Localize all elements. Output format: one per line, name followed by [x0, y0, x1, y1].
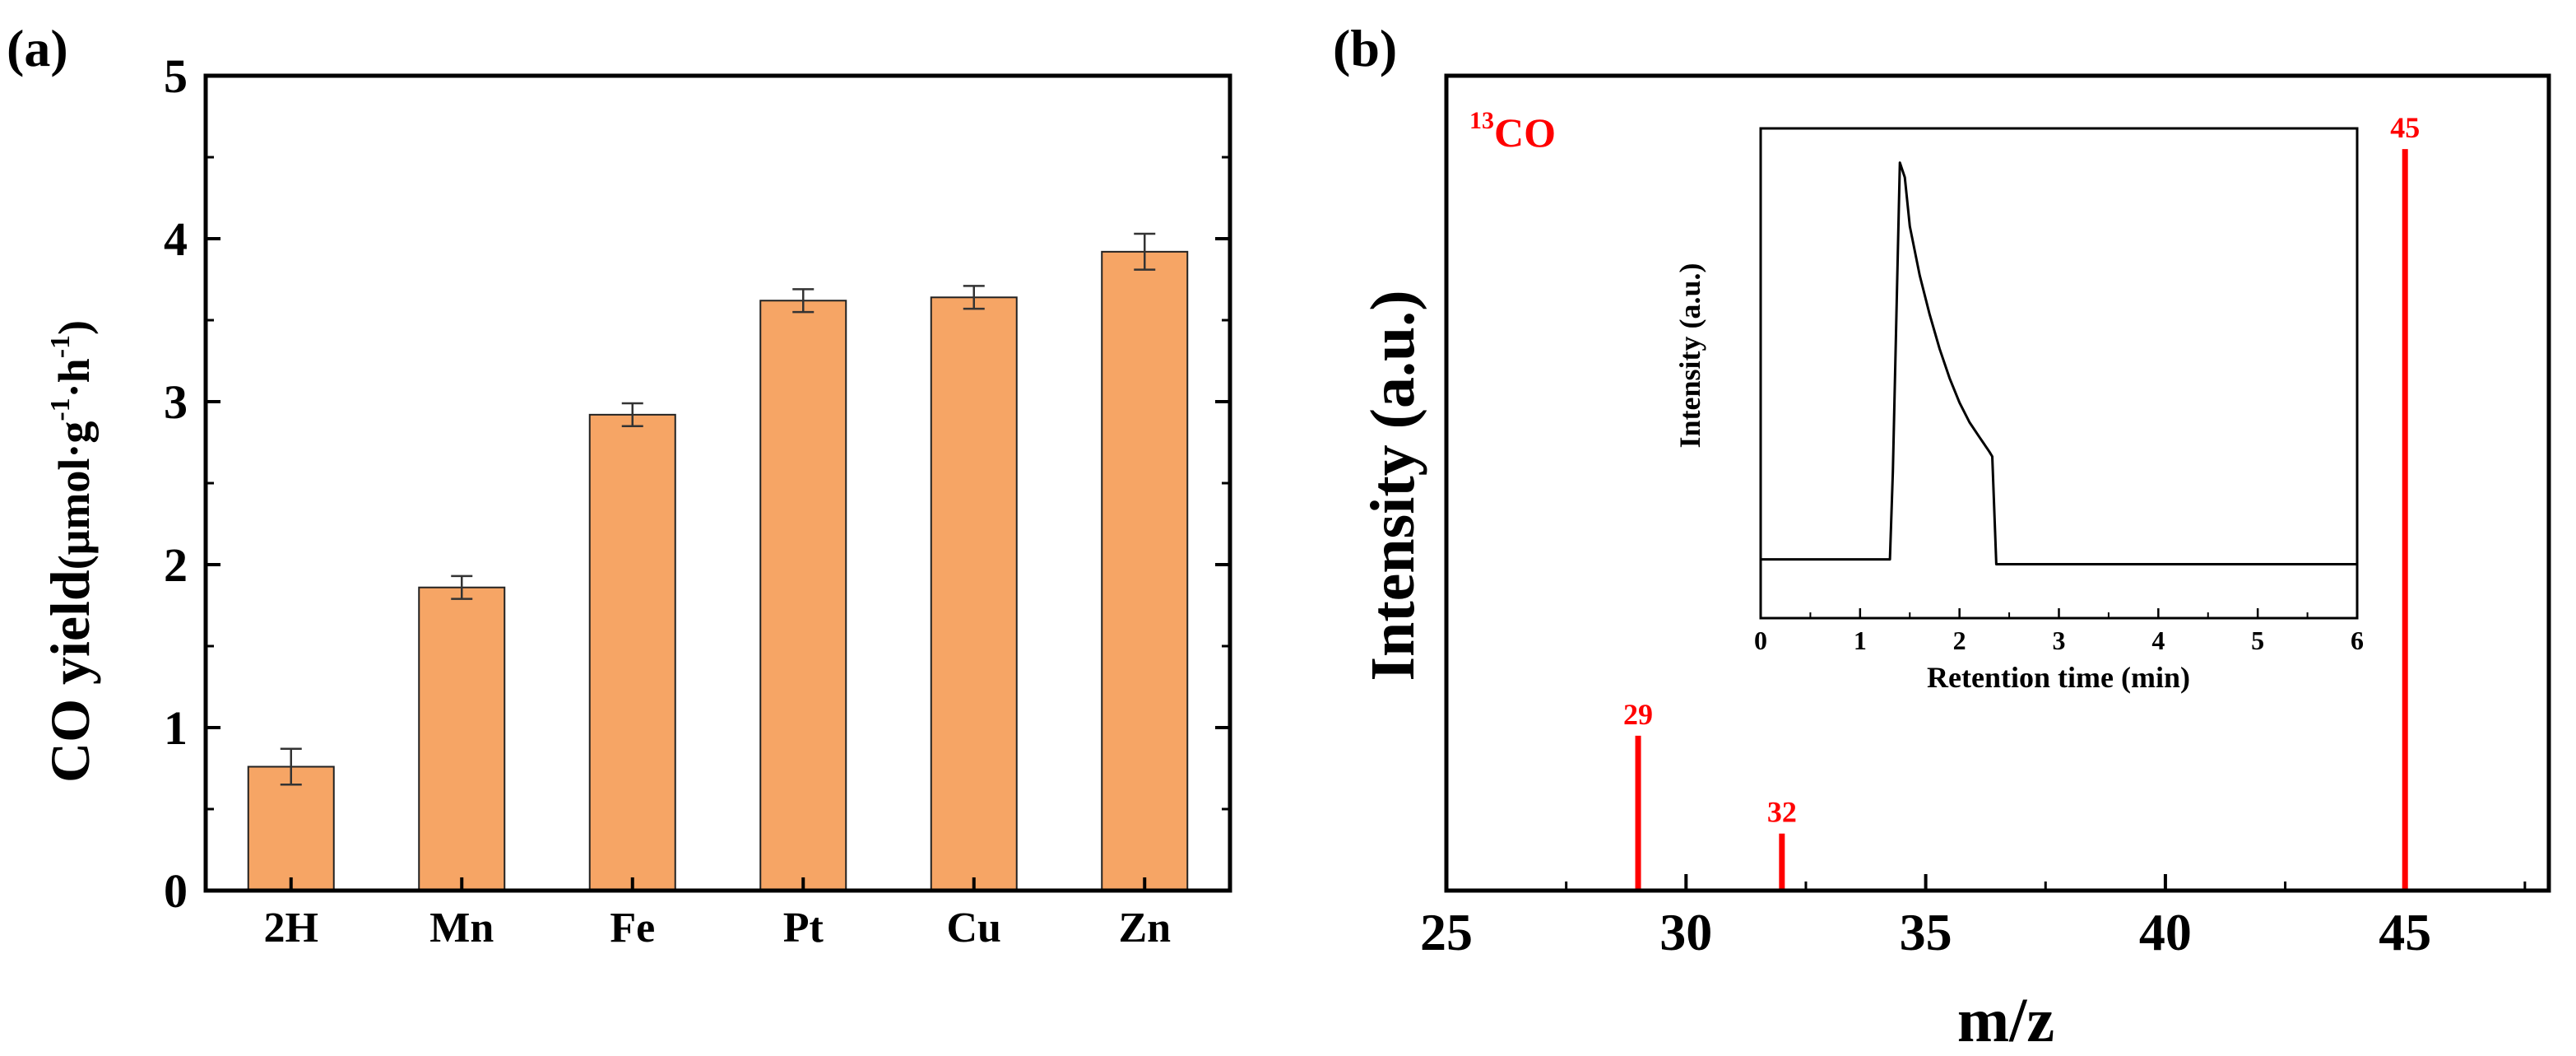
bar-Zn [1101, 250, 1189, 891]
inset-chart: Intensity (a.u.) Retention time (min) 0 1… [1673, 127, 2364, 694]
annotation-text: CO [1494, 109, 1556, 156]
bar-Fe [588, 413, 676, 891]
inset-x-tick-label: 3 [2053, 626, 2066, 655]
panel-b-frame [1444, 73, 2551, 893]
bar-Mn [418, 586, 506, 891]
y-tick-label: 1 [164, 701, 188, 755]
x-tick-label-Zn: Zn [1118, 905, 1171, 951]
panel-a-label: (a) [7, 19, 68, 77]
x-tick-label: 40 [2139, 903, 2192, 961]
x-tick-label: 45 [2379, 903, 2431, 961]
x-tick-label-Mn: Mn [429, 905, 494, 951]
inset-x-tick-label: 2 [1953, 626, 1966, 655]
peak-label-45: 45 [2390, 111, 2420, 144]
bar-Pt [759, 300, 847, 891]
bar-Cu [930, 296, 1018, 891]
y-tick-label: 2 [164, 538, 188, 592]
y-tick-label: 3 [164, 375, 188, 429]
x-tick-label: 30 [1659, 903, 1712, 961]
inset-frame [1759, 127, 2359, 620]
y-tick-label: 0 [164, 864, 188, 918]
ylabel-main: CO yield [39, 570, 101, 783]
x-tick-label-Fe: Fe [610, 905, 655, 951]
inset-x-tick-label: 5 [2251, 626, 2264, 655]
peak-label-29: 29 [1623, 698, 1653, 731]
annotation-13co: 13CO [1469, 107, 1556, 156]
panel-b-label: (b) [1333, 19, 1397, 77]
inset-x-tick-label: 6 [2351, 626, 2364, 655]
ylabel-unit: (μmol·g [49, 421, 99, 570]
peak-label-32: 32 [1767, 796, 1797, 829]
inset-ylabel: Intensity (a.u.) [1673, 263, 1706, 448]
inset-x-tick-label: 0 [1754, 626, 1767, 655]
x-tick-label-2H: 2H [264, 905, 318, 951]
y-tick-label: 4 [164, 212, 188, 266]
x-tick-label: 25 [1420, 903, 1473, 961]
panel-b-xlabel: m/z [1957, 986, 2054, 1055]
x-tick-label-Cu: Cu [947, 905, 1001, 951]
y-tick-label: 5 [164, 49, 188, 103]
inset-x-tick-label: 1 [1854, 626, 1867, 655]
panel-a-ylabel: CO yield(μmol·g-1·h-1) [39, 320, 101, 783]
panel-a-frame [203, 73, 1232, 893]
x-tick-label: 35 [1900, 903, 1952, 961]
svg-text:CO yield(μmol·g-1·h-1): CO yield(μmol·g-1·h-1) [39, 320, 101, 783]
inset-series-line-chromatogram [1761, 161, 2357, 565]
ylabel-close: ) [49, 320, 99, 335]
ylabel-sup1: -1 [45, 398, 76, 421]
inset-x-tick-label: 4 [2151, 626, 2165, 655]
panel-b-ylabel: Intensity (a.u.) [1358, 290, 1427, 681]
annotation-sup: 13 [1469, 107, 1494, 134]
inset-plot: 0 1 2 3 4 5 6 [1754, 161, 2364, 655]
ylabel-sup2: -1 [45, 335, 76, 358]
x-tick-label-Pt: Pt [783, 905, 824, 951]
ylabel-unit2: ·h [49, 358, 99, 398]
panel-b: (b) Intensity (a.u.) m/z 13CO 25 30 35 40 45… [1333, 19, 2551, 1055]
panel-a-plot: 0 1 2 3 4 5 2H Mn Fe Pt Cu Zn [164, 49, 1230, 951]
inset-xlabel: Retention time (min) [1927, 661, 2190, 694]
